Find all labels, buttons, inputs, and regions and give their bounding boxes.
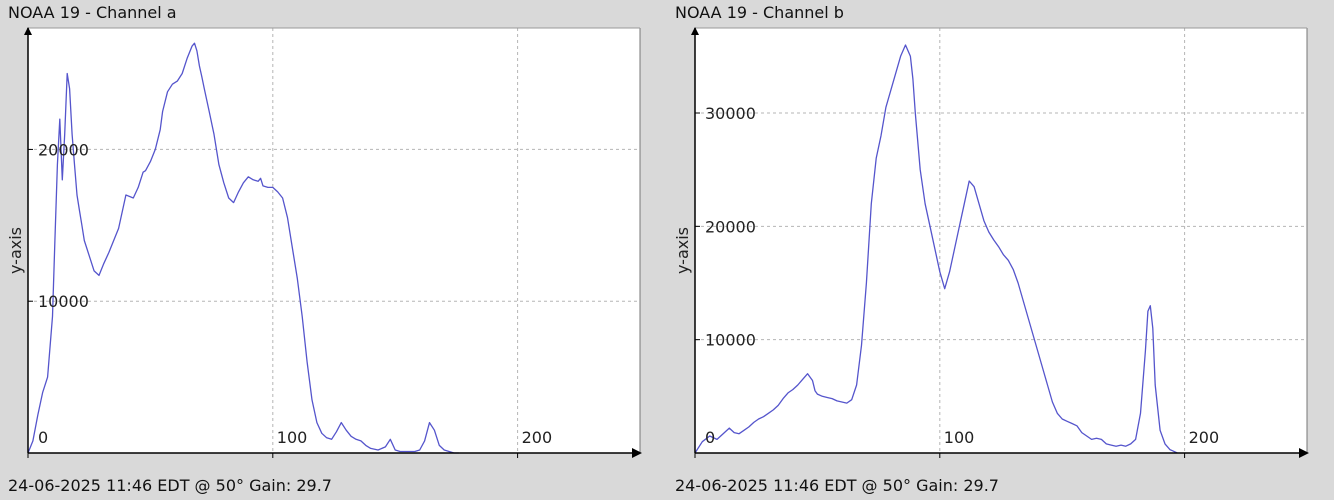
y-axis-label: y-axis: [673, 227, 692, 274]
y-axis-label: y-axis: [6, 227, 25, 274]
chart-title: NOAA 19 - Channel b: [675, 3, 844, 22]
series-line: [694, 44, 1178, 454]
plot-background: [695, 28, 1307, 453]
x-tick-label: 200: [522, 428, 553, 447]
x-tick-label: 100: [944, 428, 975, 447]
chart-panel-channel-b: NOAA 19 - Channel b 0 100 200 10000 20000 300…: [667, 0, 1334, 500]
chart-panel-channel-a: NOAA 19 - Channel a 0 100 200 10000 20000 y-a…: [6, 3, 642, 495]
x-axis-arrow: [1299, 448, 1309, 458]
series-line: [27, 42, 459, 454]
y-tick-label: 10000: [38, 292, 89, 311]
x-tick-label: 0: [38, 428, 48, 447]
x-axis-arrow: [632, 448, 642, 458]
chart-footer-caption: 24-06-2025 11:46 EDT @ 50° Gain: 29.7: [675, 476, 999, 495]
y-axis-arrow: [24, 27, 32, 35]
x-tick-label: 200: [1189, 428, 1220, 447]
chart-footer-caption: 24-06-2025 11:46 EDT @ 50° Gain: 29.7: [8, 476, 332, 495]
y-tick-label: 20000: [705, 217, 756, 236]
chart-title: NOAA 19 - Channel a: [8, 3, 177, 22]
chart-canvas-channel-b: 0 100 200 10000 20000 30000 y-axis: [673, 27, 1309, 458]
x-tick-label: 0: [705, 428, 715, 447]
y-axis-arrow: [691, 27, 699, 35]
y-tick-label: 30000: [705, 104, 756, 123]
y-tick-label: 10000: [705, 331, 756, 350]
x-tick-label: 100: [277, 428, 308, 447]
plot-background: [28, 28, 640, 453]
chart-canvas-channel-a: 0 100 200 10000 20000 y-axis: [6, 27, 642, 458]
y-tick-label: 20000: [38, 140, 89, 159]
